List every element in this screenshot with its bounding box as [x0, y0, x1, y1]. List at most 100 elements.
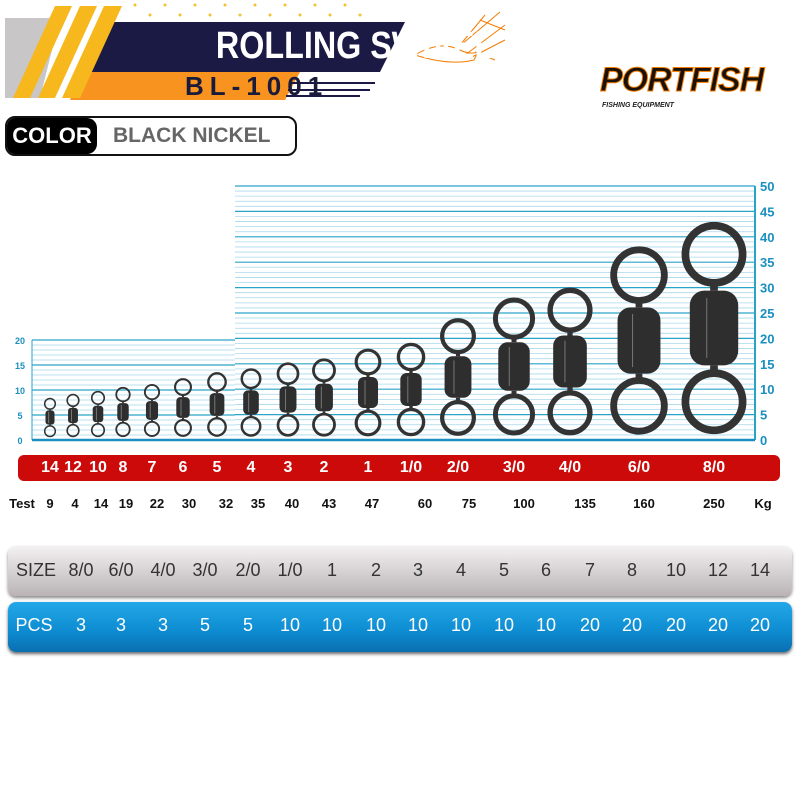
size-scale-chart: 0 5 10 15 20 0 5 10 15 20 25 30 35 40 45 50 [15, 179, 774, 448]
size-label: 8/0 [702, 459, 726, 476]
product-code: BL-1001 [185, 71, 329, 101]
test-value: 250 [703, 496, 725, 511]
size-cell: 12 [707, 560, 729, 580]
size-cell: 5 [498, 560, 510, 580]
product-title: ROLLING SWIVEL [215, 25, 495, 67]
test-unit: Kg [754, 496, 772, 511]
right-tick-label: 10 [760, 382, 774, 397]
pcs-cell: 5 [242, 615, 254, 635]
brand-tagline: FISHING EQUIPMENT [602, 102, 674, 109]
size-label: 8 [118, 459, 128, 476]
test-value: 47 [364, 496, 380, 511]
swivel-2-0 [440, 318, 476, 436]
size-cell: 7 [584, 560, 596, 580]
size-row-label: SIZE [15, 560, 57, 580]
swivel-1-0 [396, 342, 426, 437]
pcs-cell: 20 [707, 615, 729, 635]
right-tick-label: 50 [760, 179, 774, 194]
pcs-row-label: PCS [15, 615, 53, 635]
test-value: 135 [574, 496, 596, 511]
left-tick-label: 20 [15, 336, 25, 346]
right-tick-label: 15 [760, 357, 774, 372]
size-cell: 1/0 [277, 560, 303, 580]
code-band [70, 72, 300, 100]
size-cell: 4 [455, 560, 467, 580]
size-label: 1/0 [399, 459, 423, 476]
swivel-2 [312, 358, 336, 437]
swivel-12 [66, 393, 80, 438]
right-tick-label: 0 [760, 433, 767, 448]
size-cell: 14 [749, 560, 771, 580]
swivel-7 [143, 383, 161, 438]
pcs-cell: 20 [621, 615, 643, 635]
pcs-cell: 10 [493, 615, 515, 635]
swivel-8-0 [681, 221, 747, 435]
size-label: 14 [41, 459, 59, 476]
pcs-cell: 3 [157, 615, 169, 635]
test-value: 40 [284, 496, 300, 511]
size-label: 6 [178, 459, 188, 476]
swivel-6-0 [610, 246, 668, 435]
pcs-cell: 20 [579, 615, 601, 635]
size-label: 3 [283, 459, 293, 476]
left-tick-label: 0 [17, 436, 22, 446]
right-tick-label: 20 [760, 331, 774, 346]
pcs-cell: 10 [450, 615, 472, 635]
pcs-row: PCS 3 3 3 5 5 10 10 10 10 10 10 10 20 20 20 20 20 [8, 602, 792, 652]
right-tick-label: 40 [760, 230, 774, 245]
swivel-5 [207, 372, 227, 437]
size-cell: 8/0 [68, 560, 94, 580]
pcs-cell: 3 [115, 615, 127, 635]
pcs-cell: 10 [535, 615, 557, 635]
right-tick-label: 35 [760, 255, 774, 270]
size-cell: 10 [665, 560, 687, 580]
pcs-cell: 5 [199, 615, 211, 635]
left-tick-label: 5 [17, 411, 22, 421]
test-value: 22 [149, 496, 165, 511]
swivel-6 [174, 378, 192, 437]
swivel-1 [354, 348, 382, 437]
size-label: 5 [212, 459, 222, 476]
right-tick-label: 30 [760, 281, 774, 296]
size-label: 4/0 [558, 459, 582, 476]
color-label: COLOR [7, 118, 97, 154]
test-value: 4 [71, 496, 79, 511]
size-label: 10 [89, 459, 107, 476]
size-cell: 1 [326, 560, 338, 580]
test-value: 30 [181, 496, 197, 511]
test-value: 60 [417, 496, 433, 511]
size-cell: 3 [412, 560, 424, 580]
right-tick-label: 25 [760, 306, 774, 321]
swivel-3 [276, 362, 300, 437]
pcs-cell: 10 [407, 615, 429, 635]
size-bar [18, 455, 780, 481]
pcs-cell: 10 [365, 615, 387, 635]
color-badge: COLOR BLACK NICKEL [5, 116, 297, 156]
size-cell: 3/0 [192, 560, 218, 580]
pcs-cell: 10 [279, 615, 301, 635]
test-label: Test [9, 496, 35, 511]
pcs-cell: 20 [749, 615, 771, 635]
size-label: 2/0 [446, 459, 470, 476]
left-tick-label: 15 [15, 361, 25, 371]
size-row: SIZE 8/0 6/0 4/0 3/0 2/0 1/0 1 2 3 4 5 6 7 8 10 12 14 [8, 546, 792, 596]
test-value: 35 [250, 496, 266, 511]
pcs-cell: 10 [321, 615, 343, 635]
size-label: 4 [246, 459, 256, 476]
pcs-cell: 20 [665, 615, 687, 635]
size-cell: 6/0 [108, 560, 134, 580]
test-value: 14 [93, 496, 109, 511]
size-cell: 4/0 [150, 560, 176, 580]
swivel-8 [115, 386, 131, 438]
size-label: 6/0 [627, 459, 651, 476]
pcs-cell: 3 [75, 615, 87, 635]
swivel-4 [240, 368, 262, 437]
left-tick-label: 10 [15, 386, 25, 396]
size-label: 1 [363, 459, 373, 476]
size-label: 3/0 [502, 459, 526, 476]
test-value: 9 [46, 496, 54, 511]
size-label: 12 [64, 459, 82, 476]
size-cell: 2 [370, 560, 382, 580]
title-band [90, 22, 405, 72]
brand-logo: PORTFISH [599, 61, 764, 99]
